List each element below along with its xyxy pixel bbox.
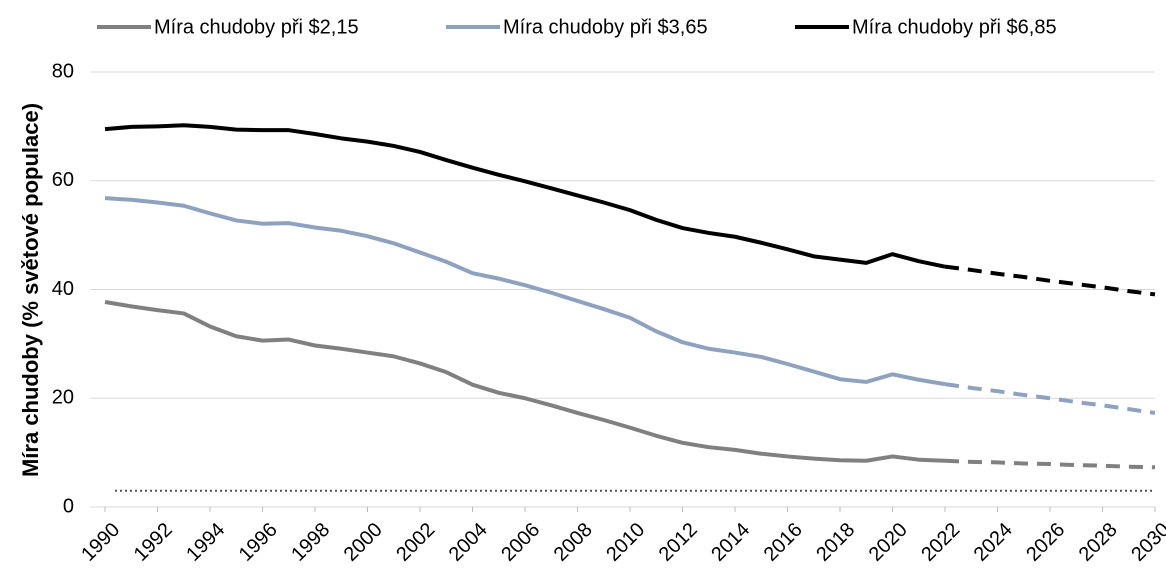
x-tick-label: 2008 xyxy=(550,519,597,566)
y-tick-label: 0 xyxy=(63,495,74,517)
x-tick-label: 2002 xyxy=(392,519,439,566)
x-tick-label: 2030 xyxy=(1127,519,1166,566)
legend-label: Míra chudoby při $6,85 xyxy=(852,16,1057,38)
x-tick-label: 2016 xyxy=(760,519,807,566)
x-tick-label: 2024 xyxy=(970,519,1017,566)
series-line xyxy=(104,196,946,387)
x-tick-label: 2000 xyxy=(340,519,387,566)
x-tick-label: 2018 xyxy=(812,519,859,566)
x-tick-label: 2026 xyxy=(1022,519,1069,566)
x-tick-label: 2020 xyxy=(865,519,912,566)
legend-label: Míra chudoby při $3,65 xyxy=(503,16,708,38)
x-tick-label: 1996 xyxy=(235,519,282,566)
series-projection xyxy=(944,458,1156,470)
series-projection xyxy=(944,264,1156,297)
x-tick-label: 1990 xyxy=(77,519,124,566)
y-tick-label: 60 xyxy=(52,169,74,191)
series-line xyxy=(104,123,946,269)
x-tick-label: 2022 xyxy=(917,519,964,566)
x-tick-label: 2010 xyxy=(602,519,649,566)
y-tick-label: 20 xyxy=(52,387,74,409)
y-tick-label: 80 xyxy=(52,60,74,82)
x-tick-label: 1992 xyxy=(130,519,177,566)
series-projection xyxy=(944,382,1156,415)
x-tick-label: 2014 xyxy=(707,519,754,566)
x-tick-label: 2006 xyxy=(497,519,544,566)
x-tick-label: 1998 xyxy=(287,519,334,566)
series-line xyxy=(104,300,946,463)
x-tick-label: 2004 xyxy=(445,519,492,566)
x-tick-label: 2028 xyxy=(1075,519,1122,566)
x-tick-label: 1994 xyxy=(182,519,229,566)
x-tick-label: 2012 xyxy=(655,519,702,566)
y-tick-label: 40 xyxy=(52,278,74,300)
legend-label: Míra chudoby při $2,15 xyxy=(154,16,359,38)
y-axis-title: Míra chudoby (% světové populace) xyxy=(18,103,43,477)
